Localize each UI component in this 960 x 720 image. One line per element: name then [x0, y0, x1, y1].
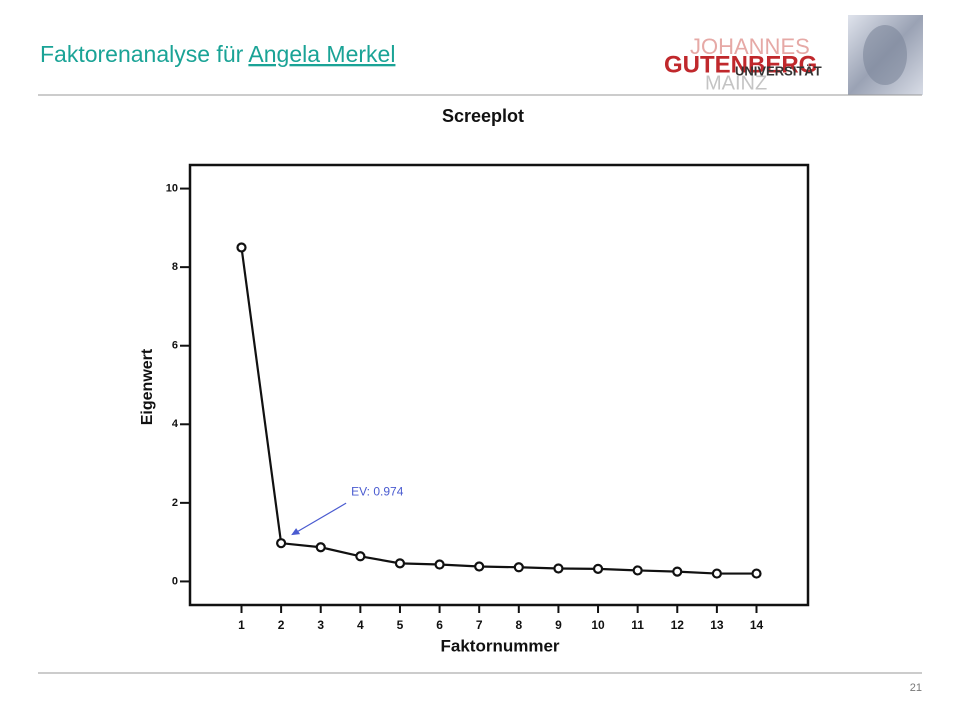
annotation-arrowhead [291, 528, 301, 536]
point [751, 568, 762, 579]
point [394, 558, 406, 569]
point [236, 242, 247, 253]
title-text: Faktorenanalyse für [40, 41, 248, 67]
y-axis-label: Eigenwert [139, 348, 156, 425]
x-tick-label: 8 [515, 618, 522, 632]
y-tick-label: 2 [172, 497, 178, 509]
point [315, 542, 326, 553]
y-tick-label: 8 [172, 261, 178, 273]
x-tick-label: 3 [317, 618, 324, 632]
page-number: 21 [910, 682, 922, 694]
point [434, 559, 445, 570]
x-tick-label: 10 [591, 618, 605, 632]
point [672, 566, 683, 577]
logo-text: JOHANNES [690, 34, 810, 59]
x-axis-label: Faktornummer [440, 636, 559, 655]
point [276, 538, 287, 549]
logo-text: MAINZ [705, 72, 767, 94]
plot-frame [188, 163, 810, 607]
x-tick-label: 5 [397, 618, 404, 632]
point [474, 561, 485, 572]
x-tick-label: 7 [476, 618, 483, 632]
x-tick-label: 6 [436, 618, 443, 632]
logo-text: GUTENBERG [664, 51, 817, 78]
y-tick-label: 6 [172, 340, 178, 352]
point [632, 565, 643, 576]
x-tick-label: 2 [278, 618, 285, 632]
chart-title: Screeplot [442, 106, 524, 126]
x-tick-label: 13 [710, 618, 724, 632]
title-link[interactable]: Angela Merkel [248, 41, 395, 67]
point [553, 563, 564, 574]
x-tick-label: 12 [671, 618, 685, 632]
x-tick-label: 4 [357, 618, 364, 632]
line [240, 247, 757, 575]
x-tick-label: 1 [238, 618, 245, 632]
point [592, 563, 604, 574]
annotation: EV: 0.974 [351, 484, 404, 498]
y-tick-label: 4 [172, 418, 179, 430]
logo-statue-head [863, 25, 907, 85]
y-tick-label: 0 [172, 575, 178, 587]
x-tick-label: 14 [750, 618, 764, 632]
point [513, 562, 524, 573]
slide-title: Faktorenanalyse für Angela Merkel [40, 41, 395, 67]
x-tick-label: 9 [555, 618, 562, 632]
y-tick-label: 10 [166, 182, 178, 194]
point [711, 568, 722, 579]
logo-text: UNIVERSITÄT [735, 63, 822, 78]
point [355, 551, 366, 562]
annotation-arrow [292, 502, 347, 535]
x-tick-label: 11 [631, 618, 644, 632]
